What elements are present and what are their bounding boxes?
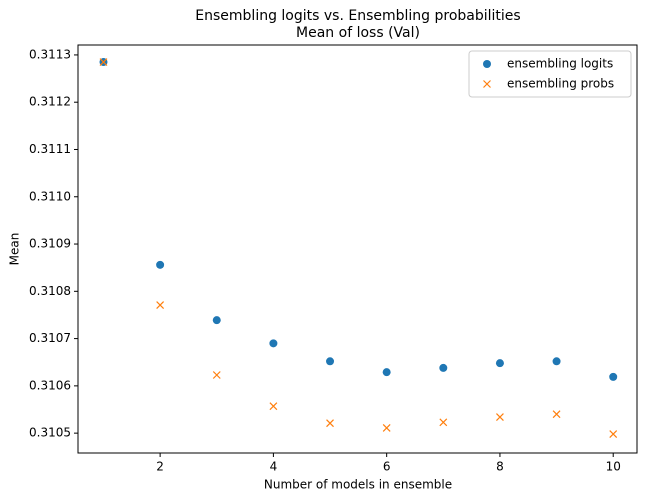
- point: [552, 357, 561, 366]
- point: [495, 359, 504, 368]
- y-tick-label: 0.3112: [29, 95, 71, 109]
- point: [326, 357, 335, 366]
- point: [439, 363, 448, 372]
- x-stroke: [496, 413, 504, 421]
- x-tick-label: 2: [156, 460, 164, 474]
- y-tick-label: 0.3106: [29, 378, 71, 392]
- x-stroke: [326, 419, 334, 428]
- x-stroke: [609, 430, 618, 439]
- point: [609, 372, 618, 381]
- legend-box: [468, 50, 632, 98]
- x-tick-label: 8: [496, 460, 504, 474]
- x-marker: [609, 430, 618, 439]
- y-axis-label: Mean: [8, 233, 22, 266]
- x-marker: [382, 424, 391, 432]
- y-tick-label: 0.3109: [29, 237, 71, 251]
- x-marker: [212, 371, 221, 379]
- x-stroke: [156, 301, 165, 309]
- y-tick-label: 0.3111: [29, 142, 71, 156]
- x-marker: [483, 80, 491, 88]
- x-tick-label: 6: [383, 460, 391, 474]
- x-marker: [269, 402, 278, 411]
- x-marker: [439, 418, 448, 427]
- x-marker: [496, 413, 504, 421]
- y-tick-label: 0.3108: [29, 284, 71, 298]
- chart-title: Ensembling logits vs. Ensembling probabi…: [195, 8, 520, 24]
- y-tick-label: 0.3110: [29, 189, 71, 203]
- legend-label: ensembling logits: [507, 57, 613, 71]
- y-tick-label: 0.3107: [29, 331, 71, 345]
- x-marker: [99, 58, 108, 66]
- x-stroke: [382, 424, 391, 432]
- point: [382, 368, 391, 377]
- x-marker: [552, 410, 561, 419]
- x-tick-label: 4: [270, 460, 278, 474]
- x-stroke: [483, 80, 491, 88]
- x-stroke: [439, 418, 448, 427]
- y-tick-label: 0.3105: [29, 426, 71, 440]
- x-marker: [326, 419, 334, 428]
- plot-frame: [77, 44, 638, 454]
- x-stroke: [269, 402, 278, 411]
- x-marker: [156, 301, 165, 309]
- point: [483, 60, 491, 68]
- x-stroke: [212, 371, 221, 379]
- point: [156, 260, 165, 269]
- y-tick-label: 0.3113: [29, 47, 71, 61]
- x-axis-label: Number of models in ensemble: [264, 478, 452, 492]
- x-stroke: [552, 410, 561, 419]
- point: [212, 316, 221, 325]
- x-stroke: [99, 58, 108, 66]
- legend-label: ensembling probs: [507, 77, 614, 91]
- x-tick-label: 10: [606, 460, 621, 474]
- point: [269, 339, 278, 348]
- chart-subtitle: Mean of loss (Val): [296, 25, 420, 41]
